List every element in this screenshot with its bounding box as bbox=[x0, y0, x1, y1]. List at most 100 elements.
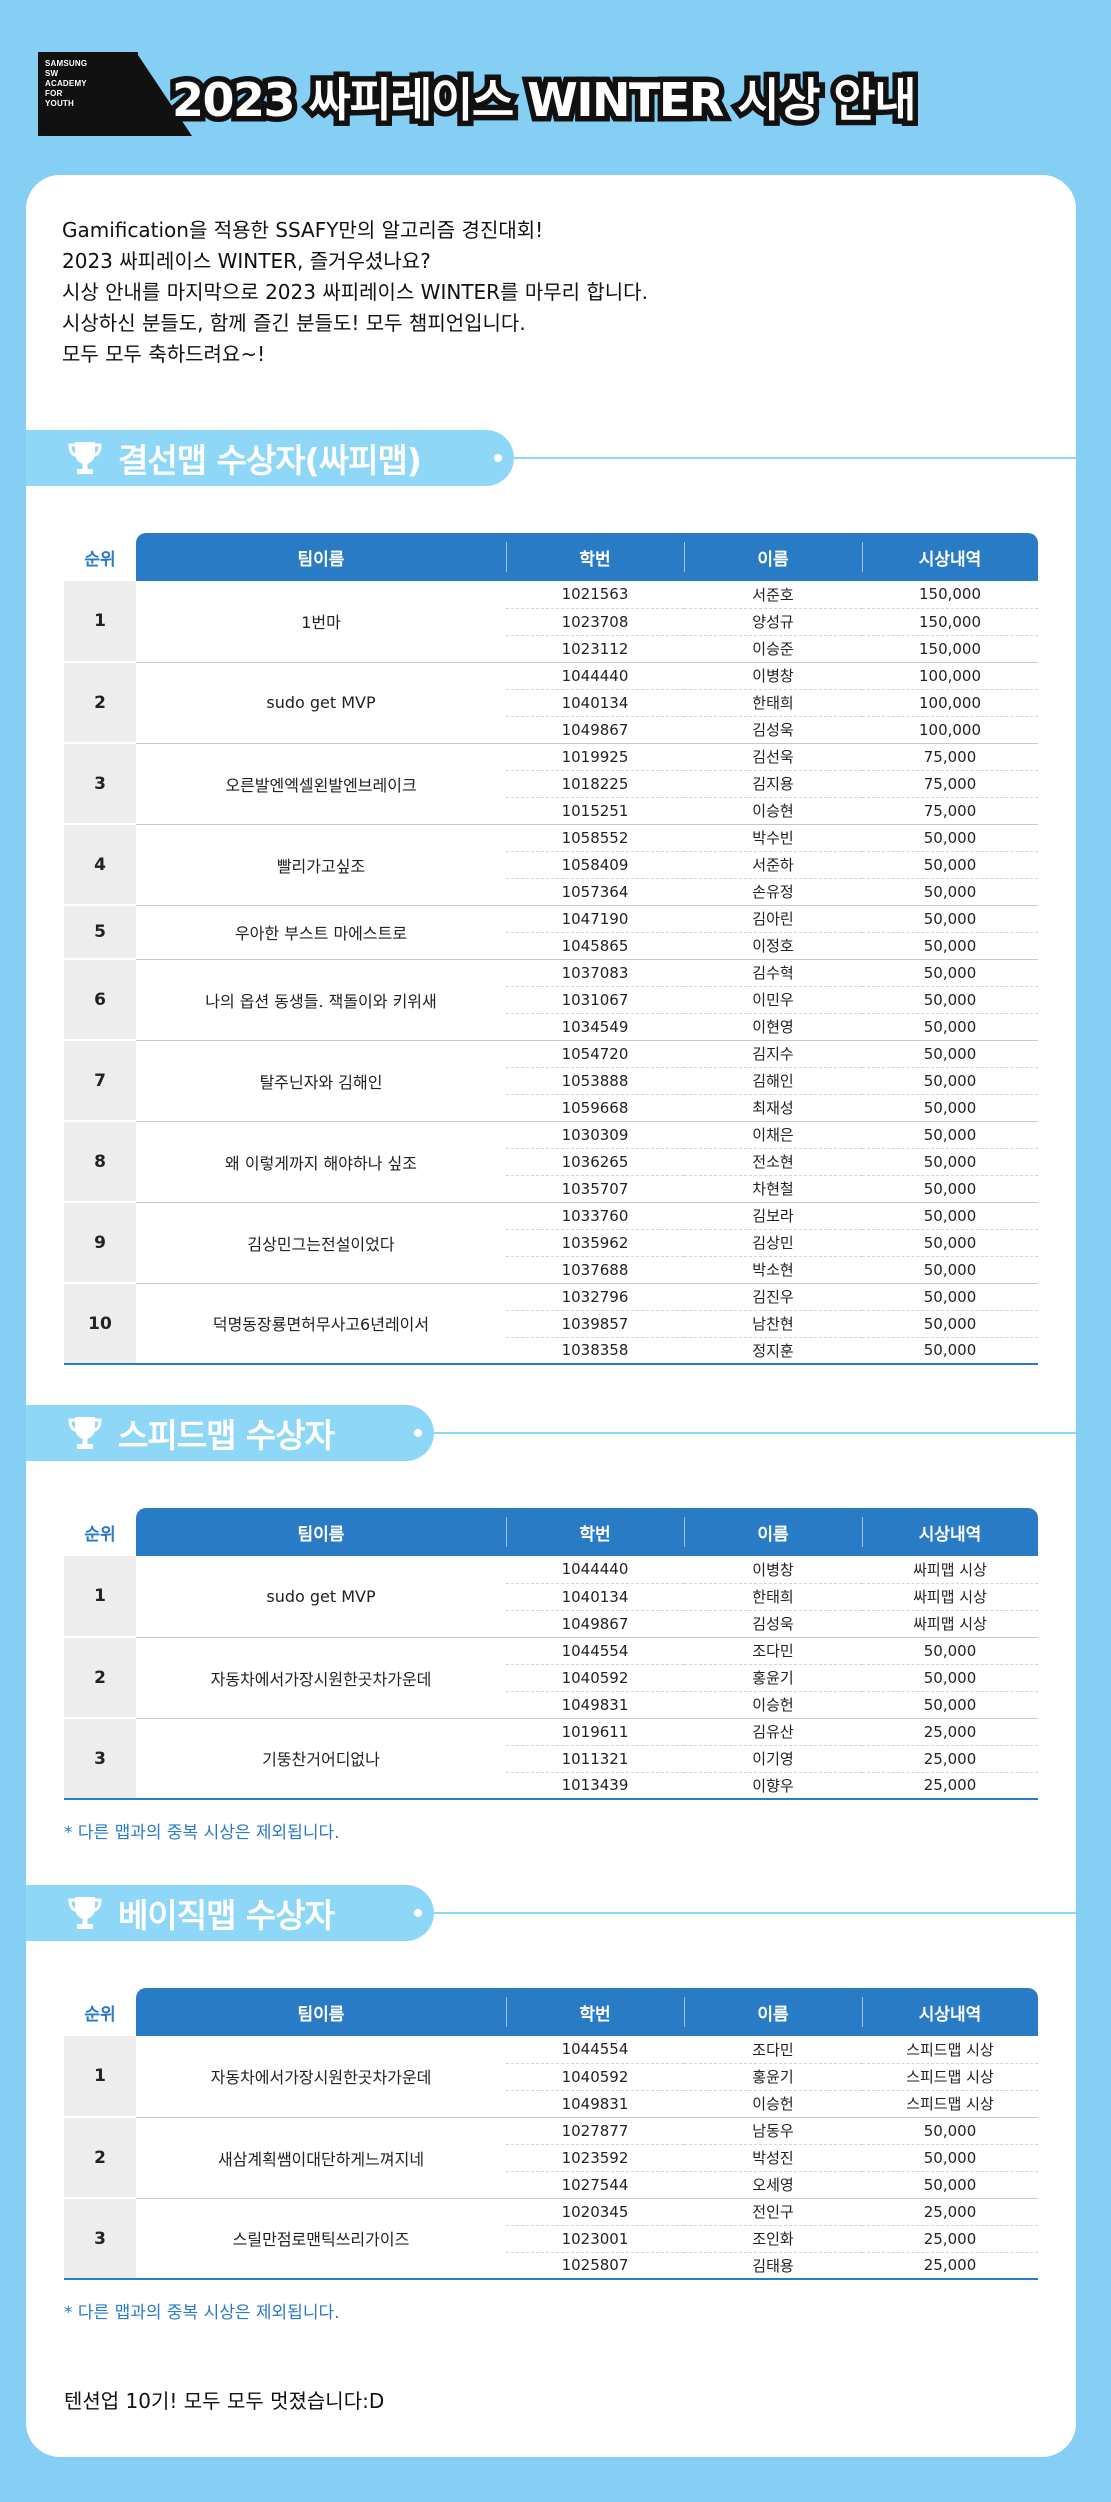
section-divider-line bbox=[426, 1432, 1076, 1434]
team-name-cell: 1번마 bbox=[136, 581, 506, 663]
table-row: 1013439 이향우 25,000 bbox=[64, 1772, 1038, 1800]
student-id-cell: 1025807 bbox=[506, 2252, 684, 2280]
prize-cell: 50,000 bbox=[862, 2171, 1038, 2199]
member-name-cell: 박성진 bbox=[684, 2144, 862, 2172]
table-row: 1 1번마 1021563 서준호 150,000 bbox=[64, 581, 1038, 663]
prize-cell: 50,000 bbox=[862, 1013, 1038, 1041]
student-id-cell: 1058552 bbox=[506, 824, 684, 852]
table-row: 1058409 서준하 50,000 bbox=[64, 851, 1038, 879]
team-name-cell: 김상민그는전설이었다 bbox=[136, 1202, 506, 1284]
member-name-cell: 이승준 bbox=[684, 635, 862, 663]
table-row: 4 빨리가고싶조 1058552 박수빈 50,000 bbox=[64, 824, 1038, 906]
prize-cell: 50,000 bbox=[862, 1283, 1038, 1311]
column-header-student-id: 학번 bbox=[506, 1988, 684, 2036]
member-name-cell: 이기영 bbox=[684, 1745, 862, 1773]
intro-text: Gamification을 적용한 SSAFY만의 알고리즘 경진대회! 202… bbox=[62, 215, 648, 370]
prize-cell: 25,000 bbox=[862, 1772, 1038, 1800]
prize-cell: 150,000 bbox=[862, 581, 1038, 609]
section-header: 스피드맵 수상자 bbox=[26, 1405, 1076, 1461]
prize-cell: 50,000 bbox=[862, 1229, 1038, 1257]
prize-cell: 스피드맵 시상 bbox=[862, 2090, 1038, 2118]
member-name-cell: 한태희 bbox=[684, 689, 862, 717]
member-name-cell: 조다민 bbox=[684, 2036, 862, 2064]
trophy-icon bbox=[68, 1417, 102, 1449]
member-name-cell: 김유산 bbox=[684, 1718, 862, 1746]
table-row: 2 자동차에서가장시원한곳차가운데 1044554 조다민 50,000 bbox=[64, 1637, 1038, 1719]
member-name-cell: 한태희 bbox=[684, 1583, 862, 1611]
student-id-cell: 1044554 bbox=[506, 2036, 684, 2064]
member-name-cell: 김진우 bbox=[684, 1283, 862, 1311]
student-id-cell: 1021563 bbox=[506, 581, 684, 609]
closing-message: 텐션업 10기! 모두 모두 멋졌습니다:D bbox=[64, 2389, 385, 2413]
member-name-cell: 이향우 bbox=[684, 1772, 862, 1800]
intro-line: 모두 모두 축하드려요~! bbox=[62, 342, 266, 366]
section-title: 스피드맵 수상자 bbox=[118, 1416, 335, 1455]
team-name-cell: 나의 옵션 동생들. 잭돌이와 키위새 bbox=[136, 959, 506, 1041]
column-header-team: 팀이름 bbox=[136, 533, 506, 581]
table-row: 1025807 김태용 25,000 bbox=[64, 2252, 1038, 2280]
intro-line: 2023 싸피레이스 WINTER, 즐거우셨나요? bbox=[62, 249, 431, 273]
student-id-cell: 1023592 bbox=[506, 2144, 684, 2172]
student-id-cell: 1034549 bbox=[506, 1013, 684, 1041]
section-title-pill: 스피드맵 수상자 bbox=[26, 1405, 434, 1461]
column-header-name: 이름 bbox=[684, 1988, 862, 2036]
student-id-cell: 1045865 bbox=[506, 932, 684, 960]
member-name-cell: 이승헌 bbox=[684, 1691, 862, 1719]
prize-cell: 50,000 bbox=[862, 824, 1038, 852]
rank-cell: 8 bbox=[64, 1121, 136, 1203]
student-id-cell: 1040134 bbox=[506, 689, 684, 717]
prize-cell: 25,000 bbox=[862, 2225, 1038, 2253]
student-id-cell: 1049867 bbox=[506, 1610, 684, 1638]
rank-cell: 3 bbox=[64, 743, 136, 825]
student-id-cell: 1053888 bbox=[506, 1067, 684, 1095]
rank-cell: 6 bbox=[64, 959, 136, 1041]
table-row: 10 덕명동장룡면허무사고6년레이서 1032796 김진우 50,000 bbox=[64, 1283, 1038, 1365]
student-id-cell: 1054720 bbox=[506, 1040, 684, 1068]
member-name-cell: 이정호 bbox=[684, 932, 862, 960]
table-row: 1059668 최재성 50,000 bbox=[64, 1094, 1038, 1122]
prize-cell: 50,000 bbox=[862, 2144, 1038, 2172]
table-row: 1040134 한태희 싸피맵 시상 bbox=[64, 1583, 1038, 1611]
prize-cell: 50,000 bbox=[862, 959, 1038, 987]
student-id-cell: 1039857 bbox=[506, 1310, 684, 1338]
table-row: 1053888 김해인 50,000 bbox=[64, 1067, 1038, 1095]
student-id-cell: 1057364 bbox=[506, 878, 684, 906]
column-header-student-id: 학번 bbox=[506, 1508, 684, 1556]
prize-cell: 50,000 bbox=[862, 1664, 1038, 1692]
team-name-cell: sudo get MVP bbox=[136, 662, 506, 744]
student-id-cell: 1027544 bbox=[506, 2171, 684, 2199]
member-name-cell: 이병창 bbox=[684, 1556, 862, 1584]
rank-cell: 1 bbox=[64, 581, 136, 663]
team-name-cell: 왜 이렇게까지 해야하나 싶조 bbox=[136, 1121, 506, 1203]
table-row: 3 기뚱찬거어디없나 1019611 김유산 25,000 bbox=[64, 1718, 1038, 1800]
member-name-cell: 전인구 bbox=[684, 2198, 862, 2226]
prize-cell: 100,000 bbox=[862, 662, 1038, 690]
table-row: 1049831 이승헌 스피드맵 시상 bbox=[64, 2090, 1038, 2118]
prize-cell: 스피드맵 시상 bbox=[862, 2036, 1038, 2064]
table-row: 1049831 이승헌 50,000 bbox=[64, 1691, 1038, 1719]
table-row: 1037688 박소현 50,000 bbox=[64, 1256, 1038, 1284]
table-row: 1039857 남찬현 50,000 bbox=[64, 1310, 1038, 1338]
member-name-cell: 김보라 bbox=[684, 1202, 862, 1230]
rank-cell: 10 bbox=[64, 1283, 136, 1365]
prize-cell: 150,000 bbox=[862, 608, 1038, 636]
student-id-cell: 1047190 bbox=[506, 905, 684, 933]
prize-cell: 50,000 bbox=[862, 878, 1038, 906]
student-id-cell: 1037688 bbox=[506, 1256, 684, 1284]
student-id-cell: 1011321 bbox=[506, 1745, 684, 1773]
column-header-prize: 시상내역 bbox=[862, 1508, 1038, 1556]
prize-cell: 75,000 bbox=[862, 770, 1038, 798]
table-row: 1023708 양성규 150,000 bbox=[64, 608, 1038, 636]
rank-cell: 1 bbox=[64, 1556, 136, 1638]
team-name-cell: 탈주닌자와 김해인 bbox=[136, 1040, 506, 1122]
student-id-cell: 1038358 bbox=[506, 1337, 684, 1365]
member-name-cell: 홍윤기 bbox=[684, 1664, 862, 1692]
table-row: 1011321 이기영 25,000 bbox=[64, 1745, 1038, 1773]
member-name-cell: 남찬현 bbox=[684, 1310, 862, 1338]
rank-cell: 2 bbox=[64, 662, 136, 744]
student-id-cell: 1023112 bbox=[506, 635, 684, 663]
table-row: 1015251 이승현 75,000 bbox=[64, 797, 1038, 825]
member-name-cell: 이병창 bbox=[684, 662, 862, 690]
prize-cell: 50,000 bbox=[862, 1637, 1038, 1665]
prize-cell: 50,000 bbox=[862, 1691, 1038, 1719]
